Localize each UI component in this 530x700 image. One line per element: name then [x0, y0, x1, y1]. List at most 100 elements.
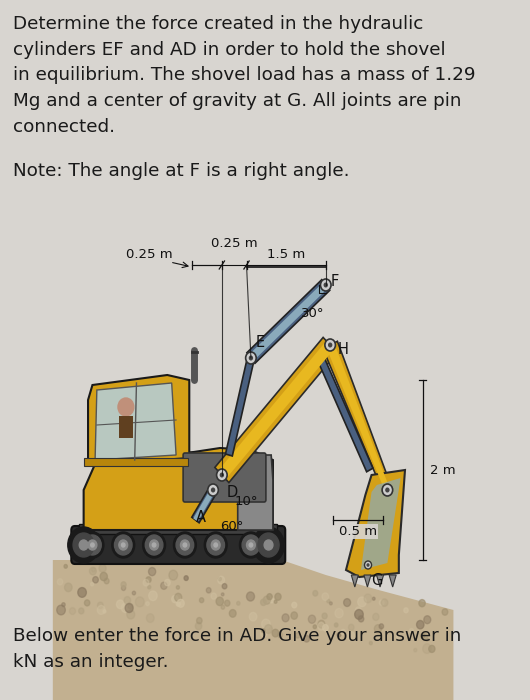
- Circle shape: [121, 582, 126, 587]
- Circle shape: [222, 584, 227, 589]
- Circle shape: [208, 484, 218, 496]
- Circle shape: [211, 593, 216, 599]
- Circle shape: [379, 600, 384, 606]
- Circle shape: [143, 580, 149, 586]
- FancyBboxPatch shape: [183, 453, 266, 502]
- Polygon shape: [361, 478, 401, 570]
- Circle shape: [258, 533, 279, 557]
- Circle shape: [426, 638, 428, 641]
- Circle shape: [146, 614, 154, 622]
- Circle shape: [414, 648, 417, 652]
- Circle shape: [404, 608, 408, 612]
- Polygon shape: [88, 375, 189, 465]
- Circle shape: [100, 573, 108, 581]
- Circle shape: [229, 610, 236, 617]
- Circle shape: [119, 540, 128, 550]
- Circle shape: [249, 612, 257, 621]
- Circle shape: [114, 535, 132, 555]
- Polygon shape: [218, 341, 334, 479]
- Circle shape: [263, 596, 270, 604]
- Text: 2 m: 2 m: [430, 463, 455, 477]
- Circle shape: [264, 624, 272, 634]
- Circle shape: [292, 602, 297, 608]
- Circle shape: [343, 598, 350, 606]
- Circle shape: [177, 599, 184, 608]
- Circle shape: [73, 533, 94, 557]
- Circle shape: [93, 577, 99, 583]
- Circle shape: [219, 473, 224, 477]
- Circle shape: [176, 586, 180, 589]
- Circle shape: [146, 577, 151, 582]
- Polygon shape: [192, 487, 217, 523]
- Circle shape: [348, 624, 354, 631]
- Circle shape: [373, 613, 379, 620]
- Circle shape: [358, 597, 366, 607]
- Text: H: H: [337, 342, 348, 356]
- Circle shape: [423, 644, 431, 654]
- Circle shape: [135, 597, 144, 607]
- Circle shape: [382, 484, 393, 496]
- Polygon shape: [53, 560, 454, 700]
- Text: 0.5 m: 0.5 m: [339, 525, 377, 538]
- Circle shape: [422, 633, 427, 639]
- Polygon shape: [326, 343, 390, 491]
- Polygon shape: [389, 575, 396, 587]
- Circle shape: [355, 610, 363, 620]
- Circle shape: [145, 535, 163, 555]
- Circle shape: [104, 578, 109, 584]
- Circle shape: [57, 605, 65, 615]
- Text: D: D: [226, 485, 237, 500]
- Circle shape: [176, 601, 180, 606]
- Polygon shape: [323, 342, 392, 492]
- Circle shape: [64, 564, 67, 568]
- Circle shape: [211, 487, 215, 493]
- Circle shape: [313, 625, 316, 629]
- Circle shape: [118, 398, 134, 416]
- Circle shape: [195, 622, 202, 630]
- Circle shape: [183, 543, 187, 547]
- Bar: [80, 524, 277, 534]
- Circle shape: [328, 342, 332, 347]
- Text: G: G: [370, 573, 382, 588]
- Polygon shape: [318, 358, 373, 472]
- Circle shape: [278, 632, 282, 638]
- Circle shape: [304, 636, 310, 642]
- Circle shape: [322, 613, 327, 619]
- Circle shape: [269, 598, 274, 603]
- Polygon shape: [95, 383, 176, 460]
- Circle shape: [242, 535, 260, 555]
- Circle shape: [221, 606, 225, 609]
- Circle shape: [262, 619, 270, 629]
- Circle shape: [245, 352, 256, 364]
- Circle shape: [222, 593, 224, 596]
- Circle shape: [217, 469, 227, 481]
- Polygon shape: [376, 575, 384, 587]
- Circle shape: [417, 620, 424, 629]
- Text: 60°: 60°: [220, 520, 243, 533]
- Circle shape: [149, 540, 158, 550]
- Circle shape: [274, 600, 277, 603]
- Circle shape: [246, 592, 254, 601]
- Circle shape: [121, 543, 125, 547]
- Bar: [119, 416, 133, 438]
- Circle shape: [121, 586, 126, 591]
- Circle shape: [143, 532, 165, 558]
- Circle shape: [161, 582, 167, 589]
- Circle shape: [330, 602, 332, 605]
- Bar: [84, 458, 188, 466]
- Circle shape: [81, 532, 104, 558]
- Circle shape: [291, 612, 297, 620]
- Circle shape: [237, 601, 240, 606]
- Circle shape: [358, 616, 364, 622]
- Circle shape: [146, 602, 149, 606]
- Circle shape: [218, 578, 222, 581]
- Circle shape: [172, 596, 178, 603]
- Circle shape: [442, 609, 448, 615]
- Text: 10°: 10°: [234, 495, 258, 508]
- Polygon shape: [215, 337, 337, 482]
- Circle shape: [78, 608, 84, 614]
- Circle shape: [69, 608, 75, 615]
- Circle shape: [152, 543, 156, 547]
- Circle shape: [379, 624, 384, 629]
- Circle shape: [374, 624, 382, 633]
